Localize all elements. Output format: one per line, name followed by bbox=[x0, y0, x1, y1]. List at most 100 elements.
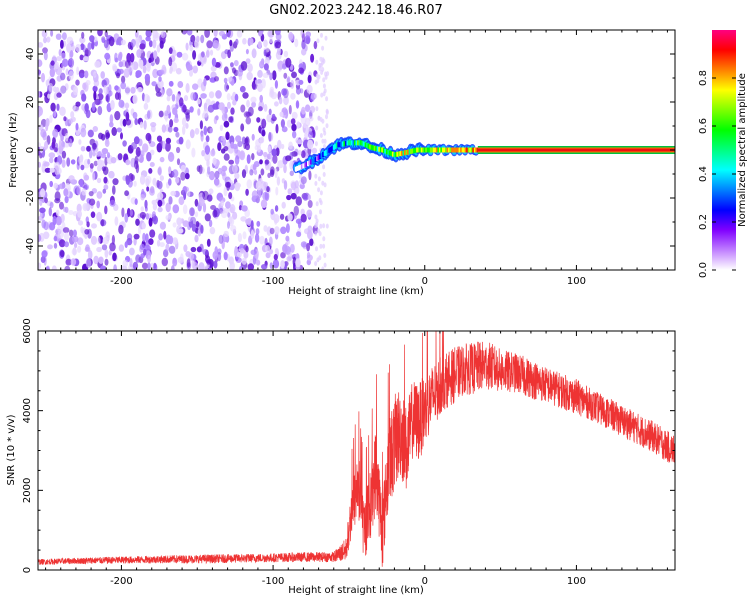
track-core bbox=[417, 147, 420, 153]
noise-dot bbox=[114, 216, 119, 226]
noise-dot bbox=[77, 220, 84, 226]
noise-dot bbox=[283, 72, 288, 79]
noise-dot bbox=[269, 227, 275, 235]
track-core bbox=[364, 142, 367, 148]
noise-dot bbox=[82, 82, 87, 90]
noise-dot bbox=[58, 239, 66, 248]
noise-dot bbox=[157, 167, 162, 175]
noise-dot bbox=[143, 102, 149, 110]
noise-dot bbox=[105, 95, 109, 102]
noise-dot bbox=[271, 148, 277, 157]
noise-dot bbox=[185, 83, 190, 93]
noise-dot bbox=[218, 30, 226, 37]
noise-dot bbox=[176, 146, 181, 154]
noise-dot bbox=[315, 59, 319, 65]
noise-dot bbox=[116, 72, 120, 79]
noise-dot bbox=[301, 150, 306, 159]
noise-dot bbox=[246, 71, 253, 81]
y-tick-label: 40 bbox=[25, 48, 36, 61]
noise-dot bbox=[41, 72, 45, 83]
noise-dot bbox=[295, 218, 303, 225]
track-core bbox=[313, 157, 316, 163]
noise-dot bbox=[51, 265, 57, 270]
noise-dot bbox=[124, 241, 128, 249]
track-core bbox=[300, 164, 304, 169]
noise-dot bbox=[158, 69, 165, 75]
noise-dot bbox=[290, 243, 295, 253]
noise-dot bbox=[153, 50, 158, 60]
noise-dot bbox=[64, 196, 69, 204]
noise-dot bbox=[206, 259, 212, 265]
noise-dot bbox=[232, 99, 237, 106]
noise-dot bbox=[166, 88, 173, 97]
noise-dot bbox=[236, 251, 242, 258]
noise-dot bbox=[159, 156, 165, 163]
noise-dot bbox=[308, 170, 312, 181]
noise-dot bbox=[104, 129, 110, 140]
noise-dot bbox=[92, 171, 96, 181]
noise-dot bbox=[272, 70, 277, 81]
noise-dot bbox=[227, 212, 231, 218]
noise-dot bbox=[135, 146, 141, 157]
noise-dot bbox=[202, 249, 209, 255]
noise-dot bbox=[170, 62, 178, 72]
noise-dot bbox=[38, 161, 41, 168]
noise-dot bbox=[185, 139, 191, 150]
noise-dot bbox=[178, 136, 184, 145]
noise-dot bbox=[73, 185, 80, 195]
noise-dot bbox=[104, 205, 108, 215]
spectrogram-x-ticks: -200 -100 0 100 bbox=[45, 30, 668, 287]
noise-dot bbox=[41, 30, 48, 38]
track-core bbox=[414, 147, 417, 153]
noise-dot bbox=[263, 151, 268, 158]
noise-dot bbox=[56, 56, 62, 62]
noise-dot bbox=[182, 204, 188, 215]
track-core bbox=[341, 141, 345, 147]
noise-dot bbox=[220, 200, 225, 207]
noise-dot bbox=[264, 245, 271, 253]
snr-series-line bbox=[38, 331, 675, 567]
track-core bbox=[322, 152, 325, 157]
track-core bbox=[379, 147, 382, 153]
noise-dot bbox=[190, 216, 197, 225]
noise-dot bbox=[304, 132, 309, 138]
y-tick-label: 4000 bbox=[22, 398, 33, 423]
noise-dot bbox=[124, 85, 131, 96]
snr-x-ticks: -200 -100 0 100 bbox=[45, 331, 668, 587]
noise-dot bbox=[96, 191, 103, 199]
noise-dot bbox=[168, 166, 172, 174]
colorbar-label: Normalized spectral amplitude bbox=[737, 73, 748, 227]
noise-dot bbox=[88, 198, 96, 206]
noise-dot bbox=[134, 118, 138, 126]
noise-dot bbox=[319, 209, 322, 215]
noise-dot bbox=[159, 221, 166, 230]
noise-dot bbox=[208, 91, 215, 99]
noise-dot bbox=[262, 72, 269, 78]
noise-dot bbox=[238, 205, 242, 211]
noise-dot bbox=[141, 222, 146, 230]
noise-dot bbox=[96, 200, 100, 209]
noise-dot bbox=[189, 106, 194, 113]
noise-dot bbox=[104, 258, 109, 266]
noise-dot bbox=[66, 36, 74, 45]
noise-dot bbox=[322, 77, 326, 83]
noise-dot bbox=[176, 158, 181, 166]
noise-dot bbox=[319, 133, 323, 138]
noise-dot bbox=[292, 130, 297, 139]
noise-dot bbox=[301, 39, 306, 50]
noise-dot bbox=[239, 85, 246, 93]
noise-dot bbox=[233, 60, 239, 67]
noise-dot bbox=[232, 164, 238, 174]
noise-dot bbox=[136, 49, 142, 58]
noise-dot bbox=[198, 164, 203, 175]
noise-dot bbox=[286, 77, 290, 84]
noise-dot bbox=[145, 175, 152, 185]
noise-dot bbox=[241, 136, 246, 145]
noise-dot bbox=[114, 57, 119, 63]
noise-dot bbox=[74, 242, 78, 249]
noise-dot bbox=[185, 251, 191, 257]
noise-dot bbox=[64, 241, 69, 248]
noise-dot bbox=[325, 114, 328, 120]
noise-dot bbox=[315, 125, 319, 131]
noise-dot bbox=[102, 188, 107, 194]
